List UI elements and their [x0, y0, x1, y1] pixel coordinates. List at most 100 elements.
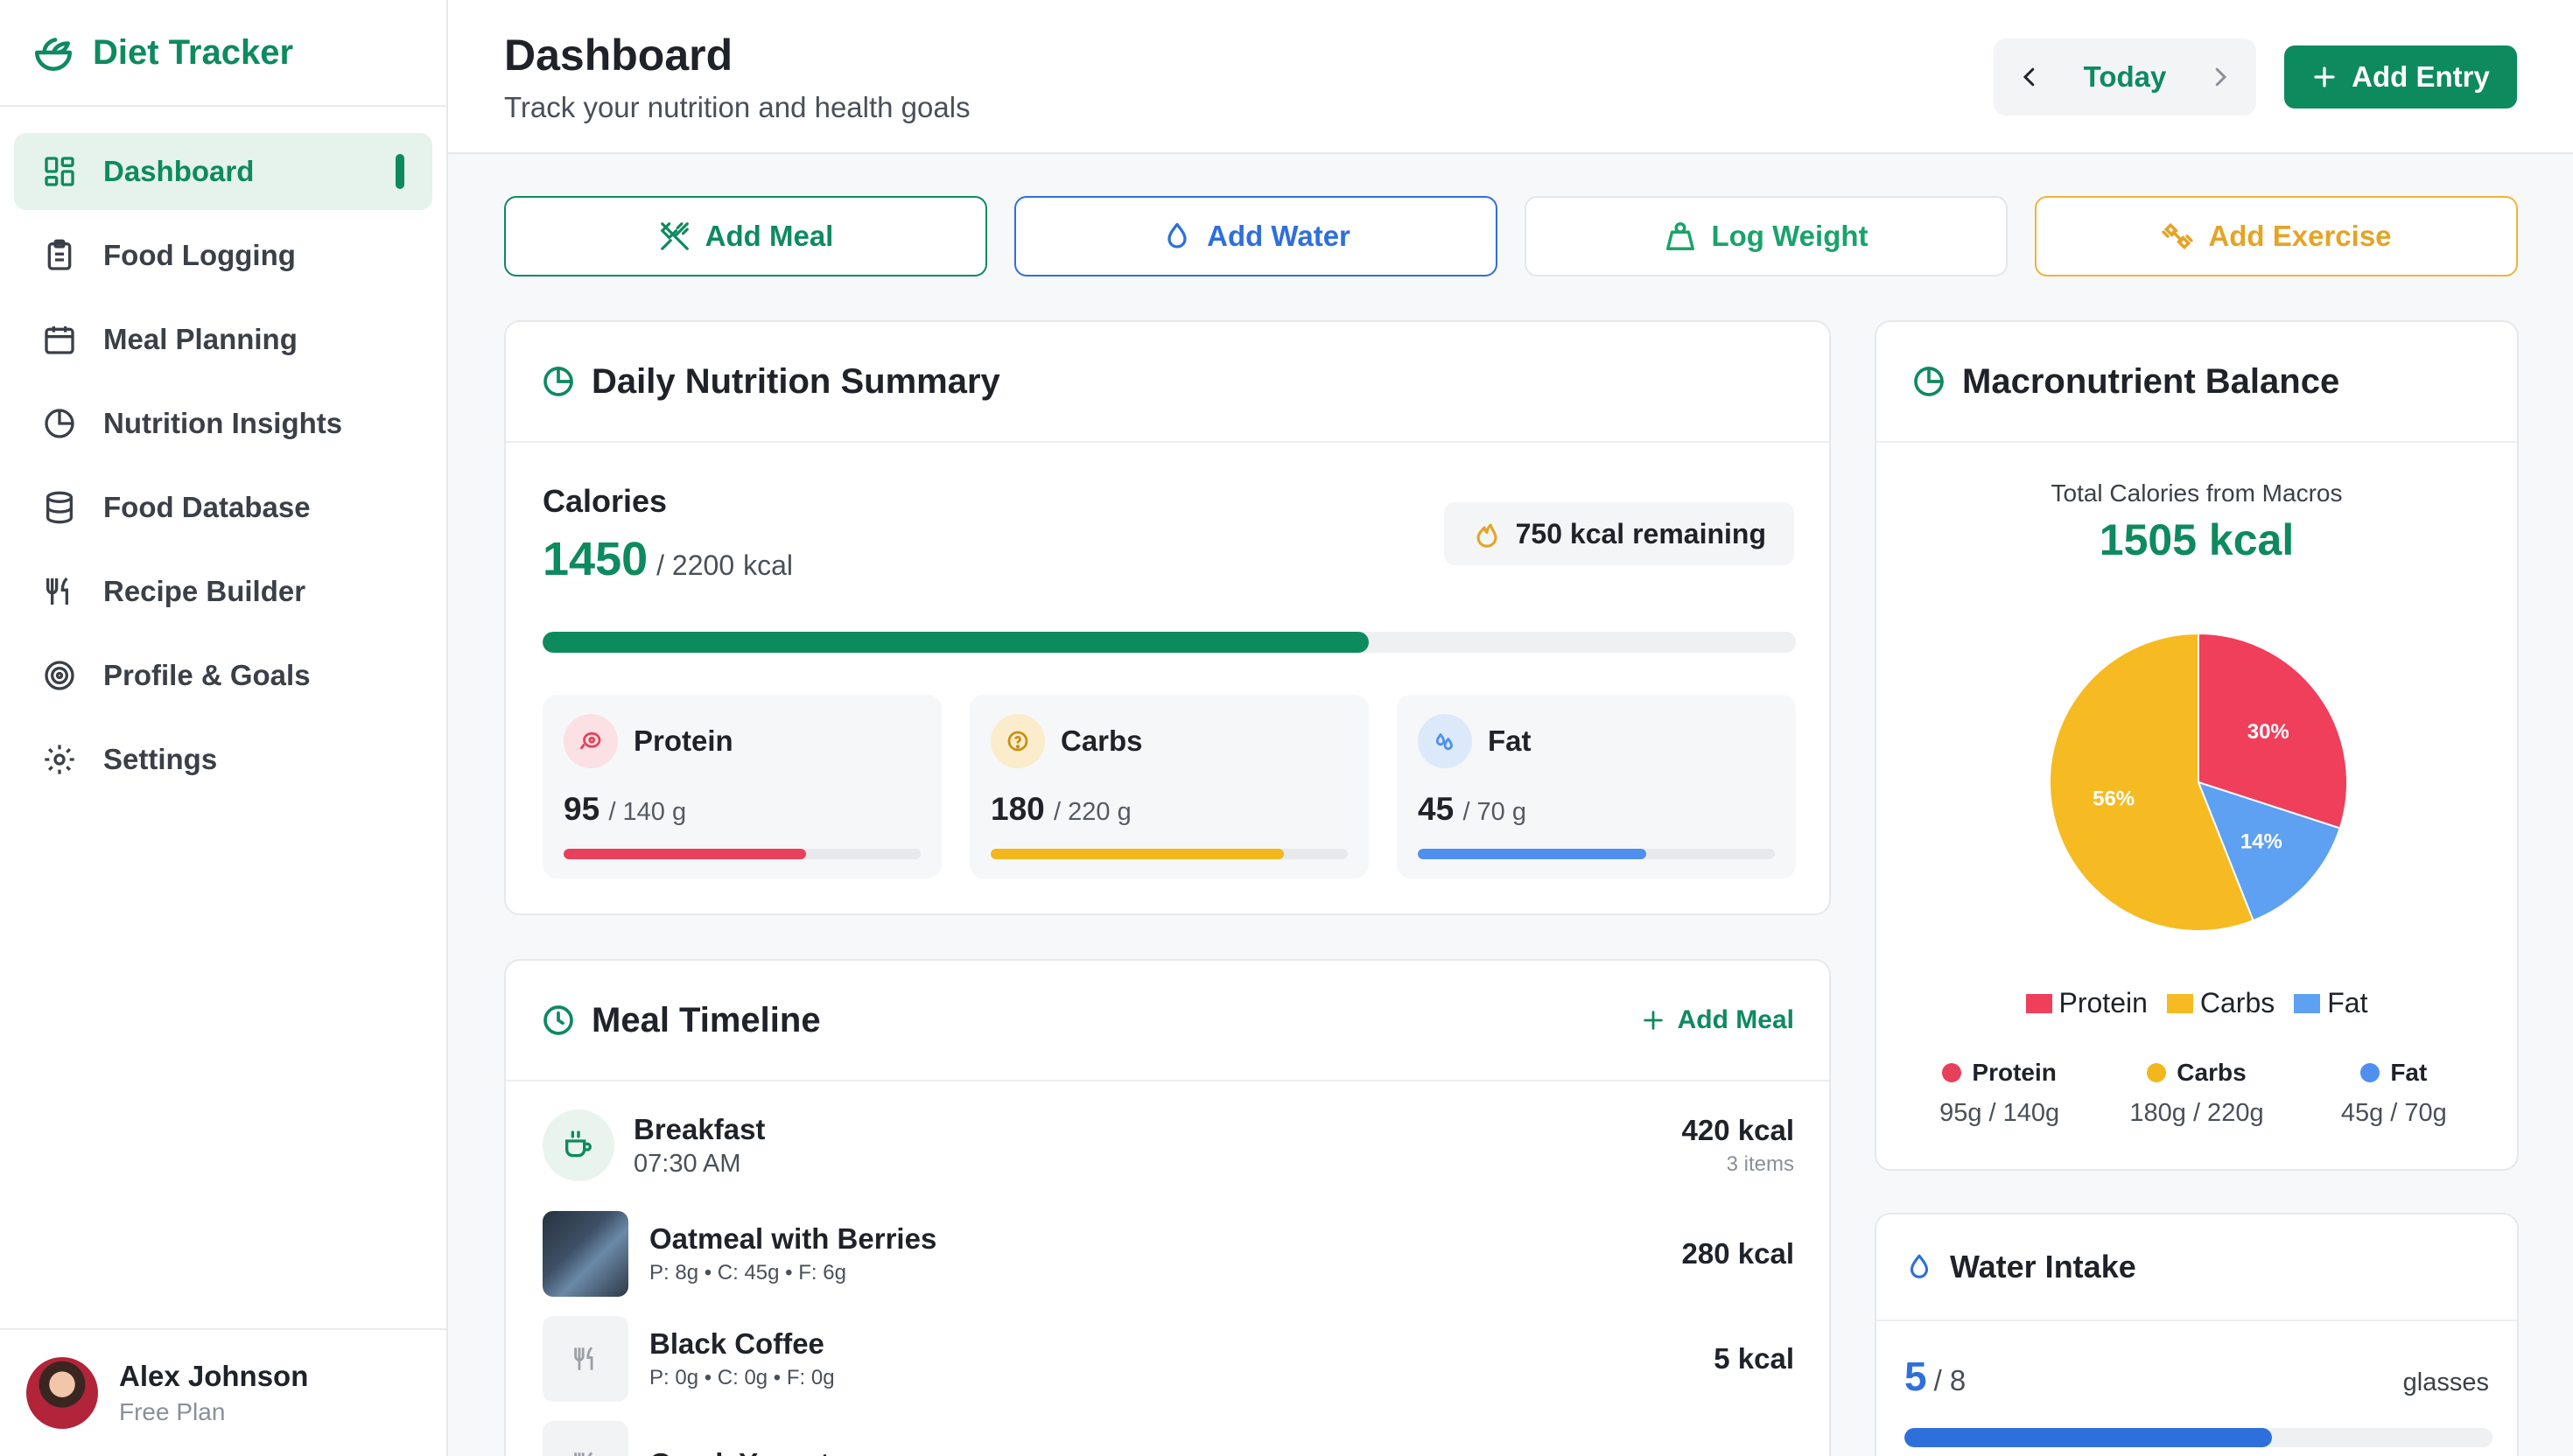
macro-card-protein: Protein 95 / 140 g	[543, 695, 942, 878]
pie-label-fat: 14%	[2240, 830, 2282, 853]
food-item[interactable]: Greek Yogurt	[543, 1421, 1794, 1456]
chevron-left-icon[interactable]	[2016, 64, 2043, 90]
status-dot	[2360, 1063, 2380, 1082]
date-navigator: Today	[1994, 38, 2256, 116]
sidebar-item-nutrition-insights[interactable]: Nutrition Insights	[14, 385, 432, 462]
water-goal: / 8	[1933, 1364, 1967, 1396]
sidebar-item-food-logging[interactable]: Food Logging	[14, 217, 432, 294]
sidebar-item-recipe-builder[interactable]: Recipe Builder	[14, 553, 432, 630]
card-title: Macronutrient Balance	[1962, 361, 2340, 401]
calories-progress-fill	[543, 632, 1369, 653]
legend-item-protein: Protein	[2025, 987, 2148, 1019]
current-date[interactable]: Today	[2083, 60, 2167, 93]
add-meal-label: Add Meal	[705, 220, 834, 252]
page-title: Dashboard	[504, 31, 733, 80]
sidebar-item-settings[interactable]: Settings	[14, 721, 432, 798]
droplets-icon	[1418, 714, 1472, 768]
sidebar-nav: Dashboard Food Logging Meal Planning Nut…	[0, 107, 446, 798]
meal-group-breakfast[interactable]: Breakfast 07:30 AM 420 kcal 3 items	[543, 1110, 1794, 1181]
sidebar-item-label: Food Database	[103, 491, 311, 523]
water-intake-card: Water Intake 5 / 8 glasses	[1875, 1213, 2519, 1456]
dumbbell-icon	[2161, 220, 2194, 253]
macro-progress-fill	[564, 849, 807, 859]
log-weight-label: Log Weight	[1711, 220, 1868, 252]
sidebar-item-food-database[interactable]: Food Database	[14, 469, 432, 546]
chevron-right-icon[interactable]	[2207, 64, 2233, 90]
sidebar-item-dashboard[interactable]: Dashboard	[14, 133, 432, 210]
food-name: Black Coffee	[649, 1327, 824, 1360]
pie-label-protein: 30%	[2247, 720, 2289, 744]
food-item[interactable]: Oatmeal with Berries P: 8g • C: 45g • F:…	[543, 1211, 1794, 1297]
macro-name: Carbs	[1061, 724, 1143, 757]
add-meal-button[interactable]: Add Meal	[504, 196, 987, 276]
macro-card-carbs: Carbs 180 / 220 g	[970, 695, 1369, 878]
legend-label: Protein	[2058, 987, 2148, 1018]
add-water-label: Add Water	[1207, 220, 1350, 252]
droplet-icon	[1161, 220, 1193, 252]
timeline-add-meal-button[interactable]: Add Meal	[1641, 1005, 1794, 1035]
plus-icon	[2311, 64, 2338, 90]
add-exercise-button[interactable]: Add Exercise	[2035, 196, 2518, 276]
macro-progress-bar	[991, 849, 1348, 859]
calories-progress-bar	[543, 632, 1796, 653]
user-plan: Free Plan	[119, 1398, 226, 1425]
add-water-button[interactable]: Add Water	[1014, 196, 1497, 276]
food-name: Oatmeal with Berries	[649, 1222, 937, 1255]
utensils-icon	[42, 574, 77, 609]
food-item[interactable]: Black Coffee P: 0g • C: 0g • F: 0g 5 kca…	[543, 1316, 1794, 1402]
card-title: Daily Nutrition Summary	[592, 361, 1000, 401]
card-title: Water Intake	[1950, 1249, 2136, 1284]
pie-slice-protein[interactable]	[2198, 634, 2347, 830]
droplet-icon	[1904, 1252, 1934, 1282]
macro-name: Fat	[1488, 724, 1532, 757]
remaining-text: 750 kcal remaining	[1515, 517, 1766, 550]
macro-progress-bar	[1418, 849, 1775, 859]
meal-time: 07:30 AM	[634, 1149, 741, 1178]
sidebar-item-meal-planning[interactable]: Meal Planning	[14, 301, 432, 378]
plus-icon	[1641, 1008, 1665, 1032]
app-name: Diet Tracker	[93, 32, 294, 72]
brand[interactable]: Diet Tracker	[0, 0, 446, 107]
card-header: Macronutrient Balance	[1876, 322, 2517, 443]
daily-nutrition-summary-card: Daily Nutrition Summary Calories 1450 / …	[504, 320, 1831, 915]
card-title: Meal Timeline	[592, 1000, 821, 1040]
water-value: 5	[1904, 1354, 1927, 1399]
macronutrient-balance-card: Macronutrient Balance Total Calories fro…	[1875, 320, 2519, 1171]
coffee-cup-icon	[543, 1110, 614, 1181]
food-calories: 5 kcal	[1714, 1342, 1794, 1375]
meal-item-count: 3 items	[1726, 1152, 1794, 1176]
flame-icon	[1472, 519, 1502, 549]
status-dot	[1942, 1063, 1962, 1082]
calendar-icon	[42, 322, 77, 357]
log-weight-button[interactable]: Log Weight	[1525, 196, 2008, 276]
calories-label: Calories	[543, 483, 668, 519]
pie-slice-fat[interactable]	[2197, 780, 2341, 922]
pie-slice-carbs[interactable]	[2050, 634, 2254, 931]
sidebar-item-profile-goals[interactable]: Profile & Goals	[14, 637, 432, 714]
add-entry-button[interactable]: Add Entry	[2284, 46, 2517, 108]
calories-remaining-badge: 750 kcal remaining	[1443, 502, 1794, 565]
calories-value: 1450	[543, 533, 649, 585]
user-profile[interactable]: Alex Johnson Free Plan	[0, 1328, 446, 1456]
macro-stat-protein: Protein 95g / 140g	[1912, 1059, 2087, 1128]
macro-stats: Protein 95g / 140g Carbs 180g / 220g Fat…	[1876, 1059, 2517, 1128]
pie-chart-icon	[42, 406, 77, 441]
meal-calories: 420 kcal 3 items	[1681, 1114, 1794, 1176]
clipboard-icon	[42, 238, 77, 273]
calories-unit: kcal	[743, 550, 794, 581]
macro-progress-fill	[991, 849, 1284, 859]
pie-chart-icon	[1911, 364, 1946, 399]
sidebar-item-label: Settings	[103, 743, 218, 775]
food-macros: P: 8g • C: 45g • F: 6g	[649, 1261, 846, 1284]
macro-stat-carbs: Carbs 180g / 220g	[2109, 1059, 2284, 1128]
sidebar: Diet Tracker Dashboard Food Logging Meal…	[0, 0, 448, 1456]
legend-swatch	[2025, 993, 2052, 1013]
weight-icon	[1664, 220, 1697, 253]
meal-name: Breakfast	[634, 1112, 766, 1145]
sidebar-item-label: Recipe Builder	[103, 575, 306, 607]
macro-card-fat: Fat 45 / 70 g	[1397, 695, 1796, 878]
sidebar-item-label: Nutrition Insights	[103, 407, 343, 439]
legend-item-carbs: Carbs	[2166, 987, 2275, 1019]
macro-value: 95 / 140 g	[564, 791, 687, 827]
macro-total-value: 1505 kcal	[2099, 515, 2295, 564]
